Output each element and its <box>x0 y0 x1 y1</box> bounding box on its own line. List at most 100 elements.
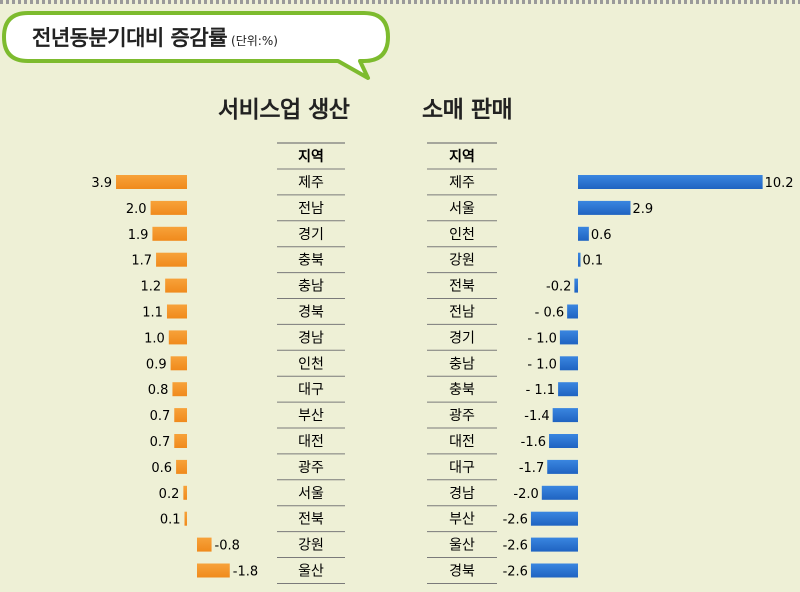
retail-value-label: -2.6 <box>503 513 528 528</box>
service-value-label: -0.8 <box>215 539 240 554</box>
retail-region-label: 울산 <box>449 538 475 554</box>
retail-bar <box>578 252 581 267</box>
retail-region-label: 서울 <box>449 201 475 217</box>
service-value-label: 0.7 <box>150 435 171 450</box>
speech-bubble-shape <box>2 11 390 80</box>
retail-bar <box>559 330 578 345</box>
service-value-label: 0.2 <box>159 487 180 502</box>
retail-region-label: 충남 <box>449 356 475 372</box>
retail-region-label: 제주 <box>449 175 475 191</box>
retail-bar <box>552 408 578 423</box>
retail-bar <box>558 382 578 397</box>
retail-bar <box>530 563 578 578</box>
retail-region-label: 경기 <box>449 330 475 346</box>
retail-bar <box>559 356 578 371</box>
retail-value-label: - 1.0 <box>527 331 557 346</box>
service-value-label: 0.9 <box>146 357 167 372</box>
retail-bar <box>574 278 578 293</box>
retail-bar <box>530 511 578 526</box>
retail-value-label: -2.0 <box>513 487 538 502</box>
service-value-label: 1.0 <box>144 331 165 346</box>
service-region-label: 제주 <box>298 175 324 191</box>
retail-region-label: 인천 <box>449 227 475 243</box>
retail-value-label: 10.2 <box>765 176 794 191</box>
retail-value-label: -0.2 <box>546 280 571 295</box>
service-value-label: 0.6 <box>151 461 172 476</box>
service-region-label: 충북 <box>298 253 324 269</box>
retail-region-label: 강원 <box>449 253 475 269</box>
retail-region-label: 대전 <box>449 434 475 450</box>
service-bar <box>172 382 187 397</box>
retail-region-label: 전남 <box>449 305 475 321</box>
retail-bar <box>578 175 763 189</box>
service-bar <box>150 200 187 215</box>
retail-value-label: -2.6 <box>503 539 528 554</box>
service-bar <box>166 304 187 319</box>
service-bar <box>197 537 212 552</box>
service-region-label: 부산 <box>298 408 324 424</box>
retail-region-label: 경북 <box>449 564 475 580</box>
retail-bar <box>541 485 578 500</box>
retail-value-label: - 1.1 <box>526 383 556 398</box>
service-value-label: 1.1 <box>142 306 163 321</box>
service-value-label: 0.7 <box>150 409 171 424</box>
retail-value-label: 0.6 <box>591 228 612 243</box>
retail-bar <box>578 200 631 215</box>
retail-value-label: -1.4 <box>524 409 549 424</box>
retail-value-label: 0.1 <box>583 254 604 269</box>
service-region-label: 전남 <box>298 201 324 217</box>
retail-bar <box>549 434 578 448</box>
service-bar <box>168 330 187 345</box>
retail-region-label: 경남 <box>449 486 475 502</box>
service-bar <box>176 459 187 474</box>
page-title: 전년동분기대비 증감률 <box>32 26 228 50</box>
service-bar <box>184 511 187 526</box>
service-value-label: 1.7 <box>131 254 152 269</box>
service-value-label: 0.1 <box>160 513 181 528</box>
service-bar <box>152 226 187 241</box>
service-value-label: 3.9 <box>91 176 112 191</box>
service-value-label: 1.2 <box>140 280 161 295</box>
service-production-title: 서비스업 생산 <box>218 97 350 123</box>
service-region-label: 서울 <box>298 486 324 502</box>
retail-bar <box>530 537 578 552</box>
service-region-label: 강원 <box>298 538 324 554</box>
service-region-label: 경남 <box>298 330 324 346</box>
service-bar <box>183 485 187 500</box>
retail-value-label: - 0.6 <box>535 306 565 321</box>
service-bar <box>116 175 187 189</box>
retail-value-label: -1.6 <box>521 435 546 450</box>
retail-bar <box>567 304 578 319</box>
retail-region-label: 부산 <box>449 512 475 528</box>
service-region-label: 충남 <box>298 279 324 295</box>
retail-value-label: 2.9 <box>632 202 653 217</box>
title-speech-bubble <box>2 11 390 80</box>
service-bar <box>156 252 187 267</box>
service-region-column-header: 지역 <box>298 148 324 165</box>
service-value-label: 1.9 <box>128 228 149 243</box>
retail-region-label: 대구 <box>449 460 475 476</box>
service-value-label: -1.8 <box>233 565 258 580</box>
retail-bar <box>578 226 589 241</box>
service-bar <box>174 434 187 448</box>
chart-header: 전년동분기대비 증감률 (단위:%) <box>32 21 278 55</box>
service-region-label: 대구 <box>298 382 324 398</box>
retail-region-label: 충북 <box>449 382 475 398</box>
retail-bar <box>547 459 578 474</box>
retail-value-label: - 1.0 <box>527 357 557 372</box>
service-region-label: 울산 <box>298 564 324 580</box>
service-region-label: 광주 <box>298 460 324 476</box>
service-bar <box>174 408 187 423</box>
retail-value-label: -2.6 <box>503 565 528 580</box>
service-region-label: 전북 <box>298 512 324 528</box>
service-value-label: 0.8 <box>148 383 169 398</box>
service-region-label: 경기 <box>298 227 324 243</box>
retail-region-label: 광주 <box>449 408 475 424</box>
service-value-label: 2.0 <box>126 202 147 217</box>
unit-label: (단위:%) <box>231 34 278 48</box>
service-bar <box>170 356 187 371</box>
service-bar <box>197 563 230 578</box>
service-region-label: 경북 <box>298 305 324 321</box>
retail-region-label: 전북 <box>449 279 475 295</box>
